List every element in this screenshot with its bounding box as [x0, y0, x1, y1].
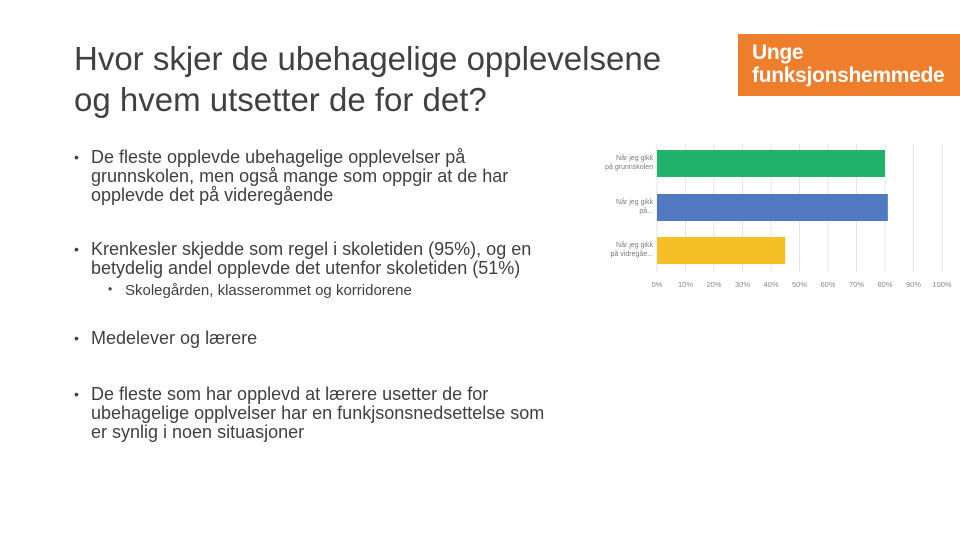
chart-bar	[657, 150, 885, 177]
school-level-bar-chart: 0% 10% 20% 30% 40% 50% 60% 70% 80% 90% 100% Når jeg…	[596, 140, 956, 300]
chart-tick-label: 50%	[792, 280, 807, 289]
slide-title-line-1: Hvor skjer de ubehagelige opplevelsene	[74, 40, 662, 77]
chart-tick-label: 0%	[652, 280, 663, 289]
bullet-item-school-time: • Krenkesler skjedde som regel i skoleti…	[74, 240, 604, 278]
chart-tick-label: 10%	[678, 280, 693, 289]
chart-tick-label: 30%	[735, 280, 750, 289]
bullet-line: Krenkesler skjedde som regel i skoletide…	[91, 239, 532, 259]
slide-title: Hvor skjer de ubehagelige opplevelsene o…	[74, 38, 734, 120]
chart-category-label: på vidregåe...	[611, 250, 653, 258]
bullet-line: ubehagelige opplvelser har en funkjsonsn…	[91, 403, 545, 423]
chart-category-label: Når jeg gikk	[616, 241, 653, 249]
chart-tick-label: 20%	[706, 280, 721, 289]
bullet-line: grunnskolen, men også mange som oppgir a…	[91, 166, 509, 186]
sub-bullet-glyph: •	[108, 282, 113, 296]
chart-tick-label: 70%	[849, 280, 864, 289]
chart-category-label: Når jeg gikk	[616, 154, 653, 162]
bullet-line: opplevde det på videregående	[91, 185, 334, 205]
chart-tick-label: 80%	[877, 280, 892, 289]
bullet-line: betydelig andel opplevde det utenfor sko…	[91, 258, 521, 278]
logo-line-1: Unge	[752, 41, 804, 64]
bullet-line: De fleste opplevde ubehagelige opplevels…	[91, 147, 466, 167]
chart-category-label: på...	[639, 207, 653, 215]
bullet-glyph: •	[74, 149, 79, 165]
bullet-line: er synlig i noen situasjoner	[91, 422, 305, 442]
bullet-glyph: •	[74, 330, 79, 346]
chart-tick-label: 100%	[932, 280, 952, 289]
bullet-line: Medelever og lærere	[91, 328, 258, 348]
logo-wordmark: Unge funksjonshemmede	[752, 41, 945, 87]
bullet-glyph: •	[74, 386, 79, 402]
sub-bullet-item-locations: • Skolegården, klasserommet og korridore…	[108, 282, 568, 299]
chart-tick-label: 60%	[820, 280, 835, 289]
bar-chart-svg: 0% 10% 20% 30% 40% 50% 60% 70% 80% 90% 100% Når jeg…	[605, 144, 952, 289]
bullet-item-teachers: • De fleste som har opplevd at lærere us…	[74, 385, 604, 442]
chart-category-label: Når jeg gikk	[616, 198, 653, 206]
chart-bar	[657, 237, 786, 264]
chart-category-label: på grunnskolen	[605, 163, 653, 171]
chart-tick-label: 90%	[906, 280, 921, 289]
bullet-glyph: •	[74, 241, 79, 257]
bullet-item-school-level: • De fleste opplevde ubehagelige oppleve…	[74, 148, 604, 205]
bullet-item-perpetrators: • Medelever og lærere	[74, 329, 604, 348]
bullet-line: De fleste som har opplevd at lærere uset…	[91, 384, 489, 404]
slide-title-line-2: og hvem utsetter de for det?	[74, 81, 487, 118]
chart-bar	[657, 194, 888, 221]
logo-line-2: funksjonshemmede	[752, 64, 945, 87]
chart-tick-label: 40%	[763, 280, 778, 289]
sub-bullet-text: Skolegården, klasserommet og korridorene	[125, 282, 412, 299]
organization-logo: Unge funksjonshemmede	[738, 34, 960, 96]
